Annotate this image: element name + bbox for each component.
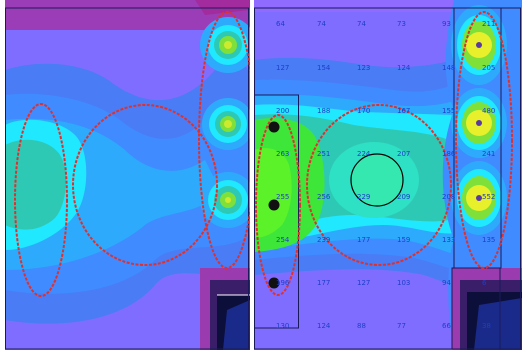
value-label: 77 [397,322,406,330]
left-hotspot-middle [202,98,250,150]
right-contour-map: 64 74 74 73 93 211 127 154 123 124 148 205 200 188 170… [254,0,522,350]
value-label: 148 [442,64,455,72]
panel-divider [250,0,254,350]
value-label: 123 [357,64,370,72]
right-panel-border [254,7,521,350]
value-labels: 64 74 74 73 93 211 127 154 123 124 148 205 200 188 170… [276,20,495,330]
center-circle-marker [350,153,404,207]
value-label: 93 [442,20,451,28]
value-label: 64 [276,20,285,28]
right-hotspot-top [451,5,507,85]
value-label: 133 [442,236,455,244]
value-label: 73 [397,20,406,28]
value-label: 263 [276,150,289,158]
value-label: 251 [317,150,330,158]
value-label: 255 [276,193,289,201]
right-highlight-outlines [255,11,513,296]
value-label: 209 [397,193,410,201]
value-label: 229 [357,193,370,201]
value-label: 124 [397,64,411,72]
value-label: 205 [482,64,495,72]
value-label: 177 [317,279,330,287]
value-label: 103 [397,279,410,287]
value-label: 127 [357,279,370,287]
value-label: 207 [397,150,410,158]
right-hotspot-middle [451,88,507,158]
value-label: 66 [442,322,451,330]
value-label: 211 [482,20,495,28]
left-column-markers [268,121,280,289]
value-label: 188 [317,107,330,115]
value-label: 154 [317,64,331,72]
value-label: 200 [276,107,289,115]
value-label: 94 [442,279,451,287]
value-label: 127 [276,64,289,72]
value-label: 130 [276,322,289,330]
left-hotspot-top [200,17,250,73]
value-label: 241 [482,150,495,158]
left-contour-view [5,0,250,350]
value-label: 6 [482,279,487,287]
value-label: 239 [317,236,330,244]
value-label: 74 [357,20,366,28]
value-label: 74 [317,20,326,28]
value-label: 208 [442,193,455,201]
left-contour-map [5,0,250,350]
value-label: 124 [317,322,331,330]
value-label: 38 [482,322,491,330]
right-corner-structure [452,268,522,350]
value-label: 480 [482,107,495,115]
value-label: 167 [397,107,410,115]
value-label: 224 [357,150,371,158]
value-label: 552 [482,193,495,201]
left-corner-structure [200,268,250,350]
value-label: 196 [276,279,290,287]
left-highlight-outlines [14,11,250,297]
value-label: 155 [442,107,455,115]
value-label: 256 [317,193,331,201]
value-label: 88 [357,322,366,330]
right-hotspot-bottom [451,161,507,235]
value-label: 170 [357,107,370,115]
value-label: 159 [397,236,410,244]
value-label: 254 [276,236,290,244]
value-label: 186 [442,150,456,158]
right-contour-view: 64 74 74 73 93 211 127 154 123 124 148 205 200 188 170… [254,0,522,350]
value-label: 135 [482,236,495,244]
value-label: 177 [357,236,370,244]
